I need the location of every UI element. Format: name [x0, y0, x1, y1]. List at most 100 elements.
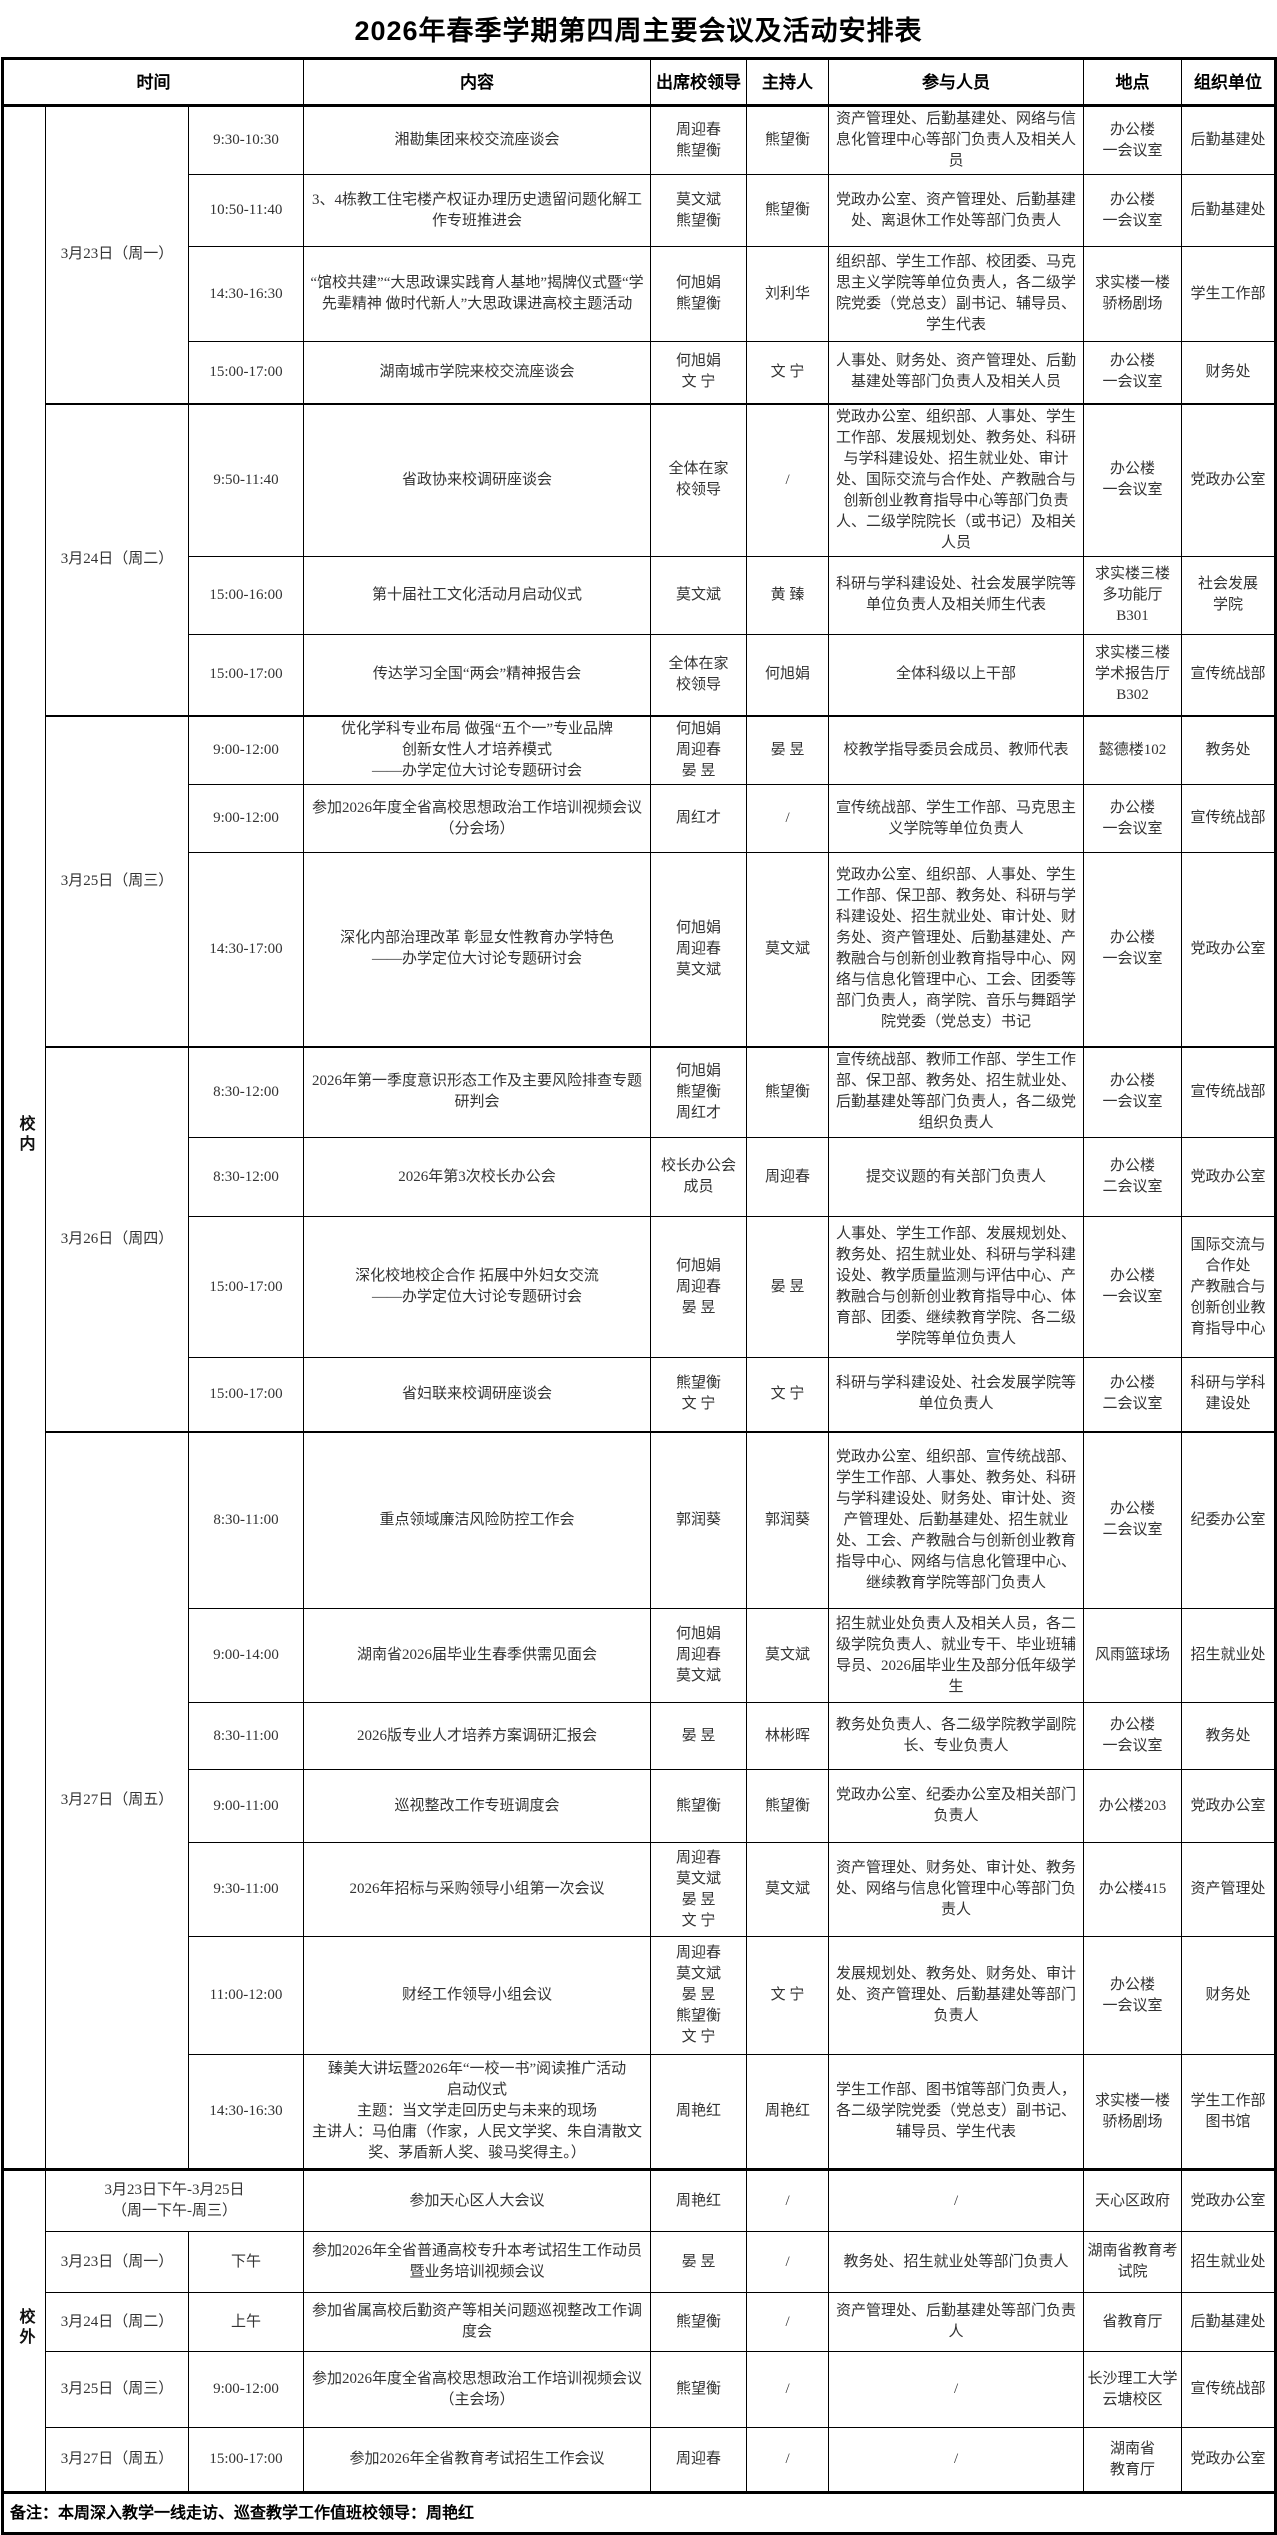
content-cell: 深化内部治理改革 彰显女性教育办学特色 ——办学定位大讨论专题研讨会: [303, 852, 652, 1047]
time-cell: 上午: [187, 2292, 305, 2352]
col-header-leaders: 出席校领导: [650, 58, 748, 107]
table-row: 8:30-11:00 2026版专业人才培养方案调研汇报会晏 昱林彬晖 教务处负责人…: [3, 1702, 1277, 1770]
location-cell: 湖南省 教育厅: [1083, 2427, 1183, 2493]
leaders-cell: 周红才: [650, 784, 748, 853]
time-cell: 9:00-14:00: [187, 1608, 305, 1703]
leaders-cell: 郭润葵: [650, 1430, 748, 1609]
location-cell: 求实楼一楼 骄杨剧场: [1083, 246, 1183, 342]
time-cell: 15:00-17:00: [187, 1216, 305, 1358]
participants-cell: 人事处、财务处、资产管理处、后勤基建处等部门负责人及相关人员: [828, 341, 1085, 404]
time-cell: 8:30-12:00: [187, 1045, 305, 1138]
host-cell: 莫文斌: [746, 1608, 830, 1703]
participants-cell: /: [828, 2427, 1085, 2493]
time-cell: 9:00-11:00: [187, 1769, 305, 1843]
col-header-org: 组织单位: [1181, 58, 1277, 107]
leaders-cell: 周迎春: [650, 2427, 748, 2493]
location-cell: 办公楼 一会议室: [1083, 1936, 1183, 2055]
participants-cell: 科研与学科建设处、社会发展学院等单位负责人: [828, 1357, 1085, 1432]
time-cell: 9:30-11:00: [187, 1842, 305, 1937]
table-row: 校外 3月23日下午-3月25日 （周一下午-周三） 参加天心区人大会议 周艳红 / / 天…: [2, 2168, 1277, 2493]
leaders-cell: 何旭娟 周迎春 莫文斌: [650, 852, 748, 1047]
host-cell: 周迎春: [746, 1137, 830, 1217]
location-cell: 办公楼 一会议室: [1083, 1702, 1183, 1770]
col-header-host: 主持人: [746, 58, 830, 107]
location-cell: 办公楼 二会议室: [1083, 1137, 1183, 1217]
date-cell: 3月24日（周二）: [45, 2292, 189, 2352]
leaders-cell: 何旭娟 周迎春 莫文斌: [650, 1608, 748, 1703]
col-header-content: 内容: [303, 58, 652, 107]
content-cell: 2026年第3次校长办公会: [303, 1137, 652, 1217]
host-cell: /: [746, 402, 830, 557]
content-cell: 财经工作领导小组会议: [303, 1936, 652, 2055]
org-cell: 后勤基建处: [1181, 2292, 1277, 2352]
time-cell: 14:30-16:30: [187, 246, 305, 342]
location-cell: 长沙理工大学云塘校区: [1083, 2351, 1183, 2428]
location-cell: 求实楼三楼 学术报告厅 B302: [1083, 633, 1183, 717]
participants-cell: 全体科级以上干部: [828, 633, 1085, 717]
leaders-cell: 校长办公会 成员: [650, 1137, 748, 1217]
content-cell: 参加省属高校后勤资产等相关问题巡视整改工作调度会: [303, 2292, 652, 2352]
time-cell: 9:00-12:00: [187, 715, 305, 785]
table-row: 9:00-11:00 巡视整改工作专班调度会 熊望衡 熊望衡 党政办公室、纪委办公室及相…: [3, 1769, 1277, 1843]
leaders-cell: 何旭娟 周迎春 晏 昱: [650, 715, 748, 785]
leaders-cell: 全体在家 校领导: [650, 633, 748, 717]
org-cell: 财务处: [1181, 1936, 1277, 2055]
leaders-cell: 晏 昱: [650, 2231, 748, 2293]
table-row: 3月24日（周二） 9:50-11:40 省政协来校调研座谈会 全体在家 校领导 / 党政…: [3, 402, 1277, 717]
leaders-cell: 周艳红: [650, 2054, 748, 2170]
location-cell: 办公楼 一会议室: [1083, 104, 1183, 175]
schedule-body: 校内 3月23日（周一） 9:30-10:30 湘勘集团来校交流座谈会 周迎春 熊望衡熊…: [2, 104, 1277, 2493]
org-cell: 国际交流与合作处 产教融合与创新创业教育指导中心: [1181, 1216, 1277, 1358]
time-cell: 15:00-17:00: [187, 2427, 305, 2493]
time-cell: 9:50-11:40: [187, 402, 305, 557]
date-cell: 3月27日（周五）: [45, 1430, 189, 2170]
participants-cell: 党政办公室、组织部、宣传统战部、学生工作部、人事处、教务处、科研与学科建设处、财…: [828, 1430, 1085, 1609]
content-cell: 3、4栋教工住宅楼产权证办理历史遗留问题化解工作专班推进会: [303, 174, 652, 247]
location-cell: 风雨篮球场: [1083, 1608, 1183, 1703]
host-cell: 熊望衡: [746, 104, 830, 175]
footer-note: 备注：本周深入教学一线走访、巡查教学工作值班校领导：周艳红: [1, 2491, 1277, 2534]
host-cell: 熊望衡: [746, 174, 830, 247]
host-cell: 晏 昱: [746, 1216, 830, 1358]
table-row: 15:00-17:00 深化校地校企合作 拓展中外妇女交流 ——办学定位大讨论专题…: [3, 1216, 1277, 1358]
org-cell: 资产管理处: [1181, 1842, 1277, 1937]
leaders-cell: 何旭娟 周迎春 晏 昱: [650, 1216, 748, 1358]
host-cell: 黄 臻: [746, 555, 830, 635]
org-cell: 纪委办公室: [1181, 1430, 1277, 1609]
participants-cell: /: [828, 2168, 1085, 2232]
content-cell: 省妇联来校调研座谈会: [303, 1357, 652, 1432]
content-cell: 湖南城市学院来校交流座谈会: [303, 341, 652, 404]
participants-cell: 资产管理处、后勤基建处、网络与信息化管理中心等部门负责人及相关人员: [828, 104, 1085, 175]
table-row: 15:00-17:00 省妇联来校调研座谈会 熊望衡 文 宁文 宁科研与学科建设处、…: [3, 1357, 1277, 1432]
table-row: 11:00-12:00 财经工作领导小组会议 周迎春 莫文斌 晏 昱 熊望衡 文 宁…: [3, 1936, 1277, 2055]
org-cell: 宣传统战部: [1181, 2351, 1277, 2428]
scope-cell: 校外: [2, 2168, 46, 2493]
content-cell: 省政协来校调研座谈会: [303, 402, 652, 557]
host-cell: 文 宁: [746, 1936, 830, 2055]
date-cell: 3月25日（周三）: [45, 715, 189, 1047]
table-row: 3月25日（周三） 9:00-12:00 参加2026年度全省高校思想政治工作培训视…: [3, 2351, 1277, 2428]
table-row: 9:30-11:00 2026年招标与采购领导小组第一次会议 周迎春 莫文斌 晏 昱…: [3, 1842, 1277, 1937]
org-cell: 宣传统战部: [1181, 633, 1277, 717]
location-cell: 湖南省教育考试院: [1083, 2231, 1183, 2293]
table-row: 9:00-12:00 参加2026年度全省高校思想政治工作培训视频会议（分会场）周…: [3, 784, 1277, 853]
content-cell: 湘勘集团来校交流座谈会: [303, 104, 652, 175]
location-cell: 办公楼 一会议室: [1083, 341, 1183, 404]
time-cell: 9:00-12:00: [187, 784, 305, 853]
participants-cell: 招生就业处负责人及相关人员，各二级学院负责人、就业专干、毕业班辅导员、2026届…: [828, 1608, 1085, 1703]
org-cell: 教务处: [1181, 715, 1277, 785]
host-cell: 熊望衡: [746, 1769, 830, 1843]
table-row: 3月24日（周二） 上午 参加省属高校后勤资产等相关问题巡视整改工作调度会 熊望衡 / 资…: [3, 2292, 1277, 2352]
time-cell: 9:00-12:00: [187, 2351, 305, 2428]
location-cell: 办公楼 一会议室: [1083, 402, 1183, 557]
host-cell: 周艳红: [746, 2054, 830, 2170]
participants-cell: /: [828, 2351, 1085, 2428]
location-cell: 求实楼三楼 多功能厅 B301: [1083, 555, 1183, 635]
location-cell: 办公楼 一会议室: [1083, 784, 1183, 853]
leaders-cell: 何旭娟 文 宁: [650, 341, 748, 404]
col-header-participants: 参与人员: [828, 58, 1085, 107]
org-cell: 学生工作部 图书馆: [1181, 2054, 1277, 2170]
content-cell: 参加天心区人大会议: [303, 2168, 652, 2232]
participants-cell: 发展规划处、教务处、财务处、审计处、资产管理处、后勤基建处等部门负责人: [828, 1936, 1085, 2055]
content-cell: 重点领域廉洁风险防控工作会: [303, 1430, 652, 1609]
